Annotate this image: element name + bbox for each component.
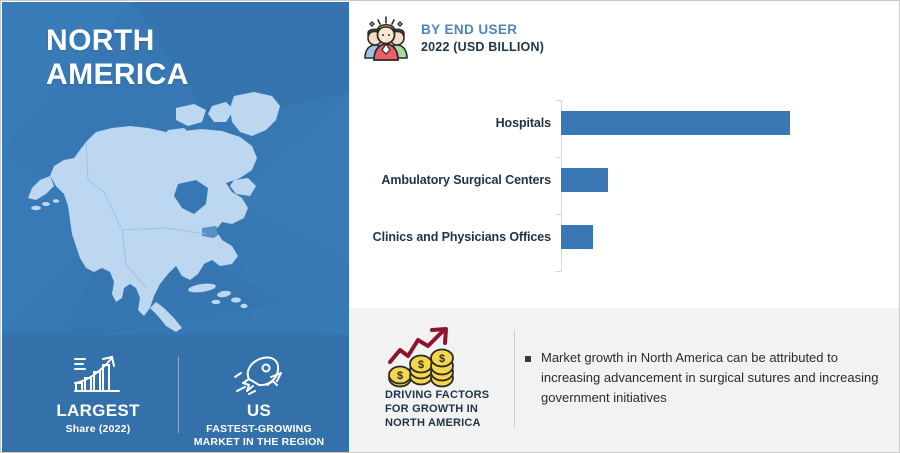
bar-category-label: Ambulatory Surgical Centers [381, 173, 551, 187]
bar-category-label: Clinics and Physicians Offices [372, 230, 551, 244]
stat-largest: LARGEST Share (2022) [24, 353, 172, 436]
axis-tick [555, 214, 561, 215]
region-stats-band: LARGEST Share (2022) [2, 335, 349, 452]
stat-value: LARGEST [56, 401, 140, 420]
bar-chart: Hospitals Ambulatory Surgical Centers Cl… [349, 92, 899, 292]
bar-row: Ambulatory Surgical Centers [349, 163, 899, 197]
stat-caption: FASTEST-GROWING MARKET IN THE REGION [193, 423, 325, 448]
north-america-map-icon [26, 88, 326, 336]
bullet-marker [525, 356, 531, 362]
bar-ambulatory-surgical-centers [561, 168, 608, 192]
stat-caption: Share (2022) [65, 423, 131, 435]
money-growth-icon: $ $ $ [386, 326, 458, 388]
growth-bar-chart-icon [24, 353, 172, 395]
svg-text:$: $ [418, 359, 424, 371]
svg-text:$: $ [397, 370, 403, 382]
chart-title: BY END USER [421, 21, 518, 37]
bar-track [561, 220, 899, 254]
rocket-icon [184, 353, 334, 395]
chart-header: BY END USER 2022 (USD BILLION) [363, 14, 544, 62]
bar-row: Clinics and Physicians Offices [349, 220, 899, 254]
bar-clinics-and-physicians-offices [561, 225, 593, 249]
bar-track [561, 106, 899, 140]
stats-divider [178, 357, 179, 433]
svg-text:$: $ [439, 353, 445, 365]
bar-track [561, 163, 899, 197]
driving-factors-label: DRIVING FACTORS FOR GROWTH IN NORTH AMER… [385, 389, 490, 429]
axis-tick [555, 271, 561, 272]
chart-subtitle: 2022 (USD BILLION) [421, 39, 545, 54]
chart-panel: BY END USER 2022 (USD BILLION) Hospitals… [349, 2, 899, 308]
stat-fastest-growing: US FASTEST-GROWING MARKET IN THE REGION [184, 353, 334, 449]
region-panel: NORTH AMERICA [2, 2, 349, 452]
page-title: NORTH AMERICA [46, 24, 189, 91]
axis-tick [555, 157, 561, 158]
stat-value: US [246, 401, 272, 420]
drivers-divider [514, 330, 515, 428]
driving-factors-text: Market growth in North America can be at… [541, 350, 879, 405]
driving-factors-panel: $ $ $ DRIVING FACTORS FOR GROWTH IN NORT… [349, 308, 899, 452]
bar-row: Hospitals [349, 106, 899, 140]
bar-category-label: Hospitals [495, 116, 551, 130]
bar-hospitals [561, 111, 790, 135]
people-group-icon [363, 14, 409, 62]
axis-tick [555, 100, 561, 101]
